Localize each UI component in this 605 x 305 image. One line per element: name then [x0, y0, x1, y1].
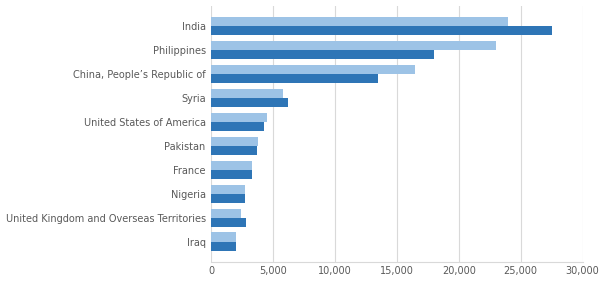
Bar: [211, 137, 258, 146]
Bar: [211, 218, 246, 227]
Bar: [211, 113, 267, 122]
Bar: [211, 98, 288, 107]
Bar: [211, 74, 378, 83]
Bar: [211, 122, 264, 131]
Bar: [211, 89, 283, 98]
Bar: [211, 65, 416, 74]
Bar: [211, 194, 244, 203]
Bar: [211, 170, 252, 179]
Bar: [211, 50, 434, 59]
Bar: [211, 26, 552, 35]
Bar: [211, 146, 257, 155]
Bar: [211, 17, 508, 26]
Bar: [211, 209, 241, 218]
Bar: [211, 185, 244, 194]
Bar: [211, 232, 236, 242]
Bar: [211, 161, 252, 170]
Bar: [211, 242, 236, 251]
Bar: [211, 41, 496, 50]
